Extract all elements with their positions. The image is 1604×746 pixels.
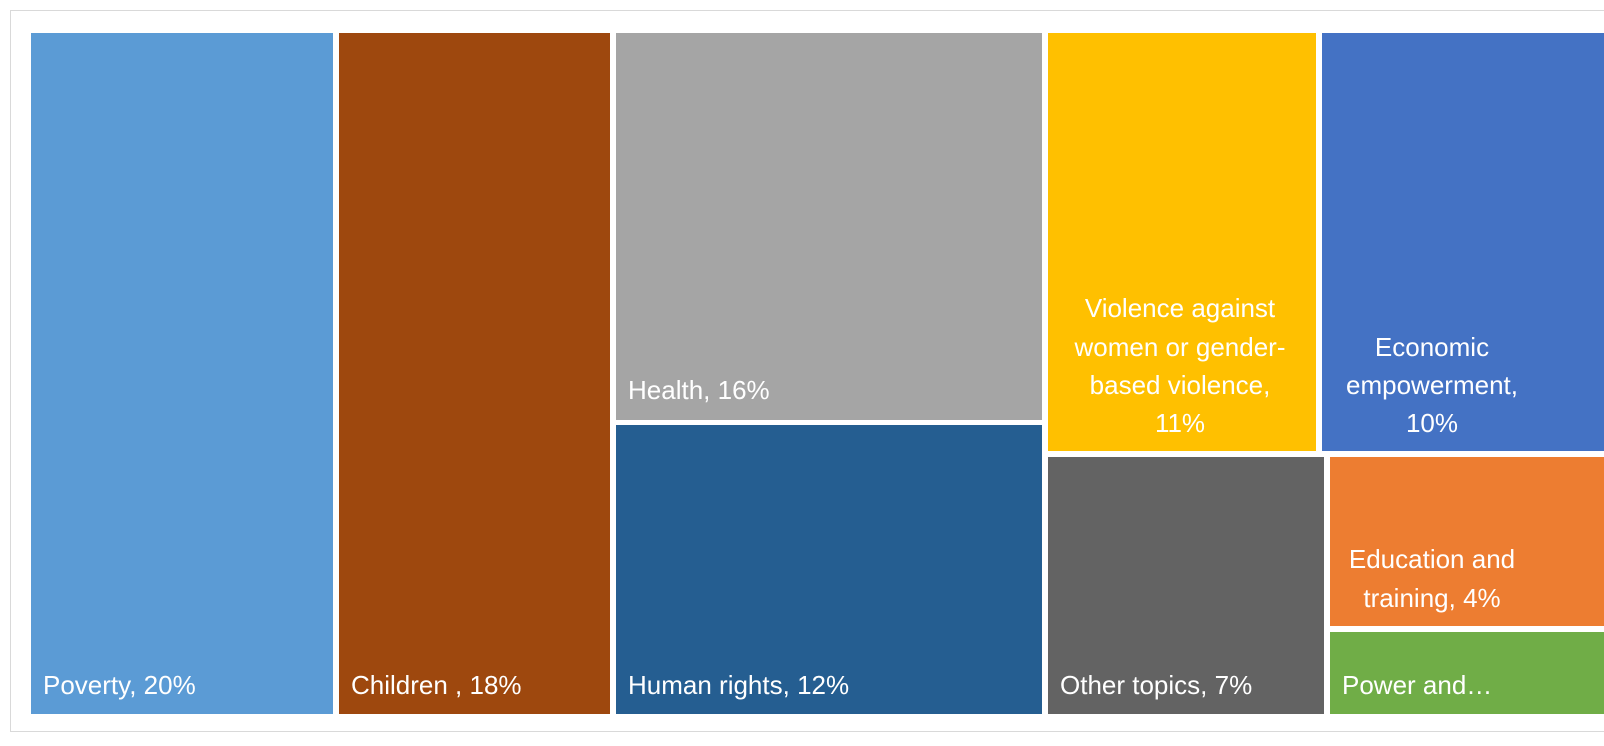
treemap-rect-power-and	[1330, 632, 1604, 714]
treemap-tile-education-and-training: Education and training, 4%	[1330, 457, 1604, 626]
treemap-label-other-topics: Other topics, 7%	[1060, 670, 1252, 700]
treemap-rect-other-topics	[1048, 457, 1324, 714]
treemap-label-education-and-training: Education and training, 4%	[1349, 544, 1515, 613]
treemap-rect-poverty	[31, 33, 333, 714]
treemap-rect-children	[339, 33, 610, 714]
treemap-label-health: Health, 16%	[628, 375, 770, 405]
treemap-rect-human-rights	[616, 425, 1042, 714]
treemap-rect-economic-empowerment	[1322, 33, 1604, 451]
treemap-tile-violence-against-women-or-gender-based-violence: Violence against women or gender-based vi…	[1048, 33, 1316, 451]
treemap-rect-health	[616, 33, 1042, 420]
treemap-rect-violence-against-women-or-gender-based-violence	[1048, 33, 1316, 451]
treemap-label-children: Children , 18%	[351, 670, 522, 700]
treemap-tile-health: Health, 16%	[616, 33, 1042, 420]
treemap-label-human-rights: Human rights, 12%	[628, 670, 849, 700]
treemap-label-power-and: Power and…	[1342, 670, 1492, 700]
treemap-label-poverty: Poverty, 20%	[43, 670, 196, 700]
treemap-label-violence-against-women-or-gender-based-violence: Violence against women or gender-based vi…	[1074, 293, 1286, 438]
treemap-tile-children: Children , 18%	[339, 33, 610, 714]
treemap-tile-poverty: Poverty, 20%	[31, 33, 333, 714]
treemap-tile-economic-empowerment: Economic empowerment, 10%	[1322, 33, 1604, 451]
treemap-tile-human-rights: Human rights, 12%	[616, 425, 1042, 714]
treemap-tile-power-and: Power and…	[1330, 632, 1604, 714]
treemap-rect-education-and-training	[1330, 457, 1604, 626]
treemap-label-economic-empowerment: Economic empowerment, 10%	[1346, 332, 1518, 438]
treemap-tile-other-topics: Other topics, 7%	[1048, 457, 1324, 714]
